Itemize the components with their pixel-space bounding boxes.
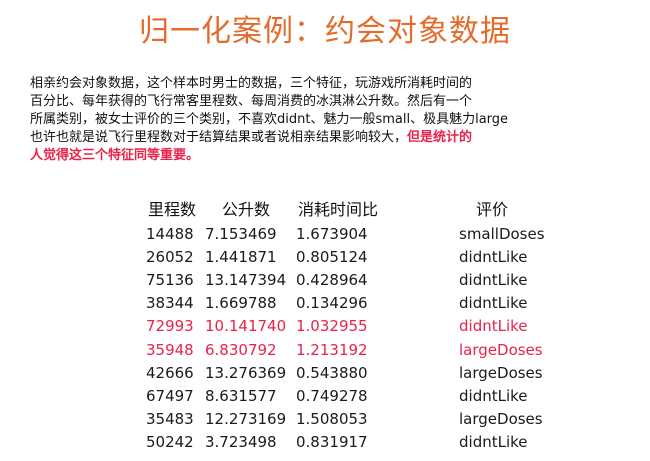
cell-rating: didntLike — [459, 248, 528, 267]
cell-rating: largeDoses — [459, 340, 543, 359]
cell-ratio: 0.831917 — [296, 432, 368, 451]
header-liters: 公升数 — [222, 200, 271, 219]
cell-miles: 67497 — [146, 386, 194, 405]
cell-miles: 35483 — [146, 409, 194, 428]
cell-ratio: 1.508053 — [296, 409, 368, 428]
intro-line-text: 也许也就是说飞行里程数对于结算结果或者说相亲结果影响较大， — [30, 130, 408, 145]
cell-miles: 38344 — [146, 294, 194, 313]
cell-ratio: 0.134296 — [296, 294, 368, 313]
intro-paragraph: 相亲约会对象数据，这个样本时男士的数据，三个特征，玩游戏所消耗时间的 百分比、每… — [30, 75, 630, 165]
cell-liters: 10.141740 — [205, 317, 287, 336]
cell-ratio: 0.428964 — [296, 271, 368, 290]
cell-miles: 72993 — [146, 317, 194, 336]
cell-liters: 13.147394 — [205, 271, 287, 290]
cell-liters: 8.631577 — [205, 386, 277, 405]
intro-highlight: 但是统计的 — [407, 130, 473, 145]
cell-ratio: 0.543880 — [296, 363, 368, 382]
slide-title: 归一化案例：约会对象数据 — [139, 14, 511, 49]
cell-liters: 12.273169 — [205, 409, 287, 428]
cell-rating: didntLike — [459, 317, 528, 336]
cell-rating: didntLike — [459, 386, 528, 405]
intro-line: 百分比、每年获得的飞行常客里程数、每周消费的冰淇淋公升数。然后有一个 — [30, 94, 473, 109]
cell-miles: 26052 — [146, 248, 194, 267]
cell-ratio: 1.673904 — [296, 225, 368, 243]
cell-miles: 35948 — [146, 340, 194, 359]
cell-rating: smallDoses — [459, 225, 545, 243]
cell-rating: didntLike — [459, 271, 528, 290]
cell-rating: largeDoses — [459, 363, 543, 382]
intro-line: 相亲约会对象数据，这个样本时男士的数据，三个特征，玩游戏所消耗时间的 — [30, 76, 473, 91]
cell-rating: didntLike — [459, 294, 528, 313]
cell-liters: 13.276369 — [205, 363, 287, 382]
cell-miles: 42666 — [146, 363, 194, 382]
intro-line: 也许也就是说飞行里程数对于结算结果或者说相亲结果影响较大，但是统计的 — [30, 129, 630, 147]
cell-rating: didntLike — [459, 432, 528, 451]
intro-line: 所属类别，被女士评价的三个类别，不喜欢didnt、魅力一般small、极具魅力l… — [30, 112, 509, 127]
cell-miles: 75136 — [146, 271, 194, 290]
cell-miles: 50242 — [146, 432, 194, 451]
cell-liters: 6.830792 — [205, 340, 277, 359]
header-miles: 里程数 — [148, 200, 197, 219]
cell-liters: 7.153469 — [205, 225, 277, 243]
cell-ratio: 1.032955 — [296, 317, 368, 336]
intro-highlight-line: 人觉得这三个特征同等重要。 — [30, 148, 200, 163]
cell-rating: largeDoses — [459, 409, 543, 428]
header-ratio: 消耗时间比 — [298, 200, 379, 219]
cell-liters: 1.441871 — [205, 248, 277, 267]
cell-ratio: 0.805124 — [296, 248, 368, 267]
cell-ratio: 1.213192 — [296, 340, 368, 359]
header-rating: 评价 — [476, 200, 509, 219]
cell-ratio: 0.749278 — [296, 386, 368, 405]
cell-miles: 14488 — [146, 225, 194, 243]
cell-liters: 1.669788 — [205, 294, 277, 313]
cell-liters: 3.723498 — [205, 432, 277, 451]
